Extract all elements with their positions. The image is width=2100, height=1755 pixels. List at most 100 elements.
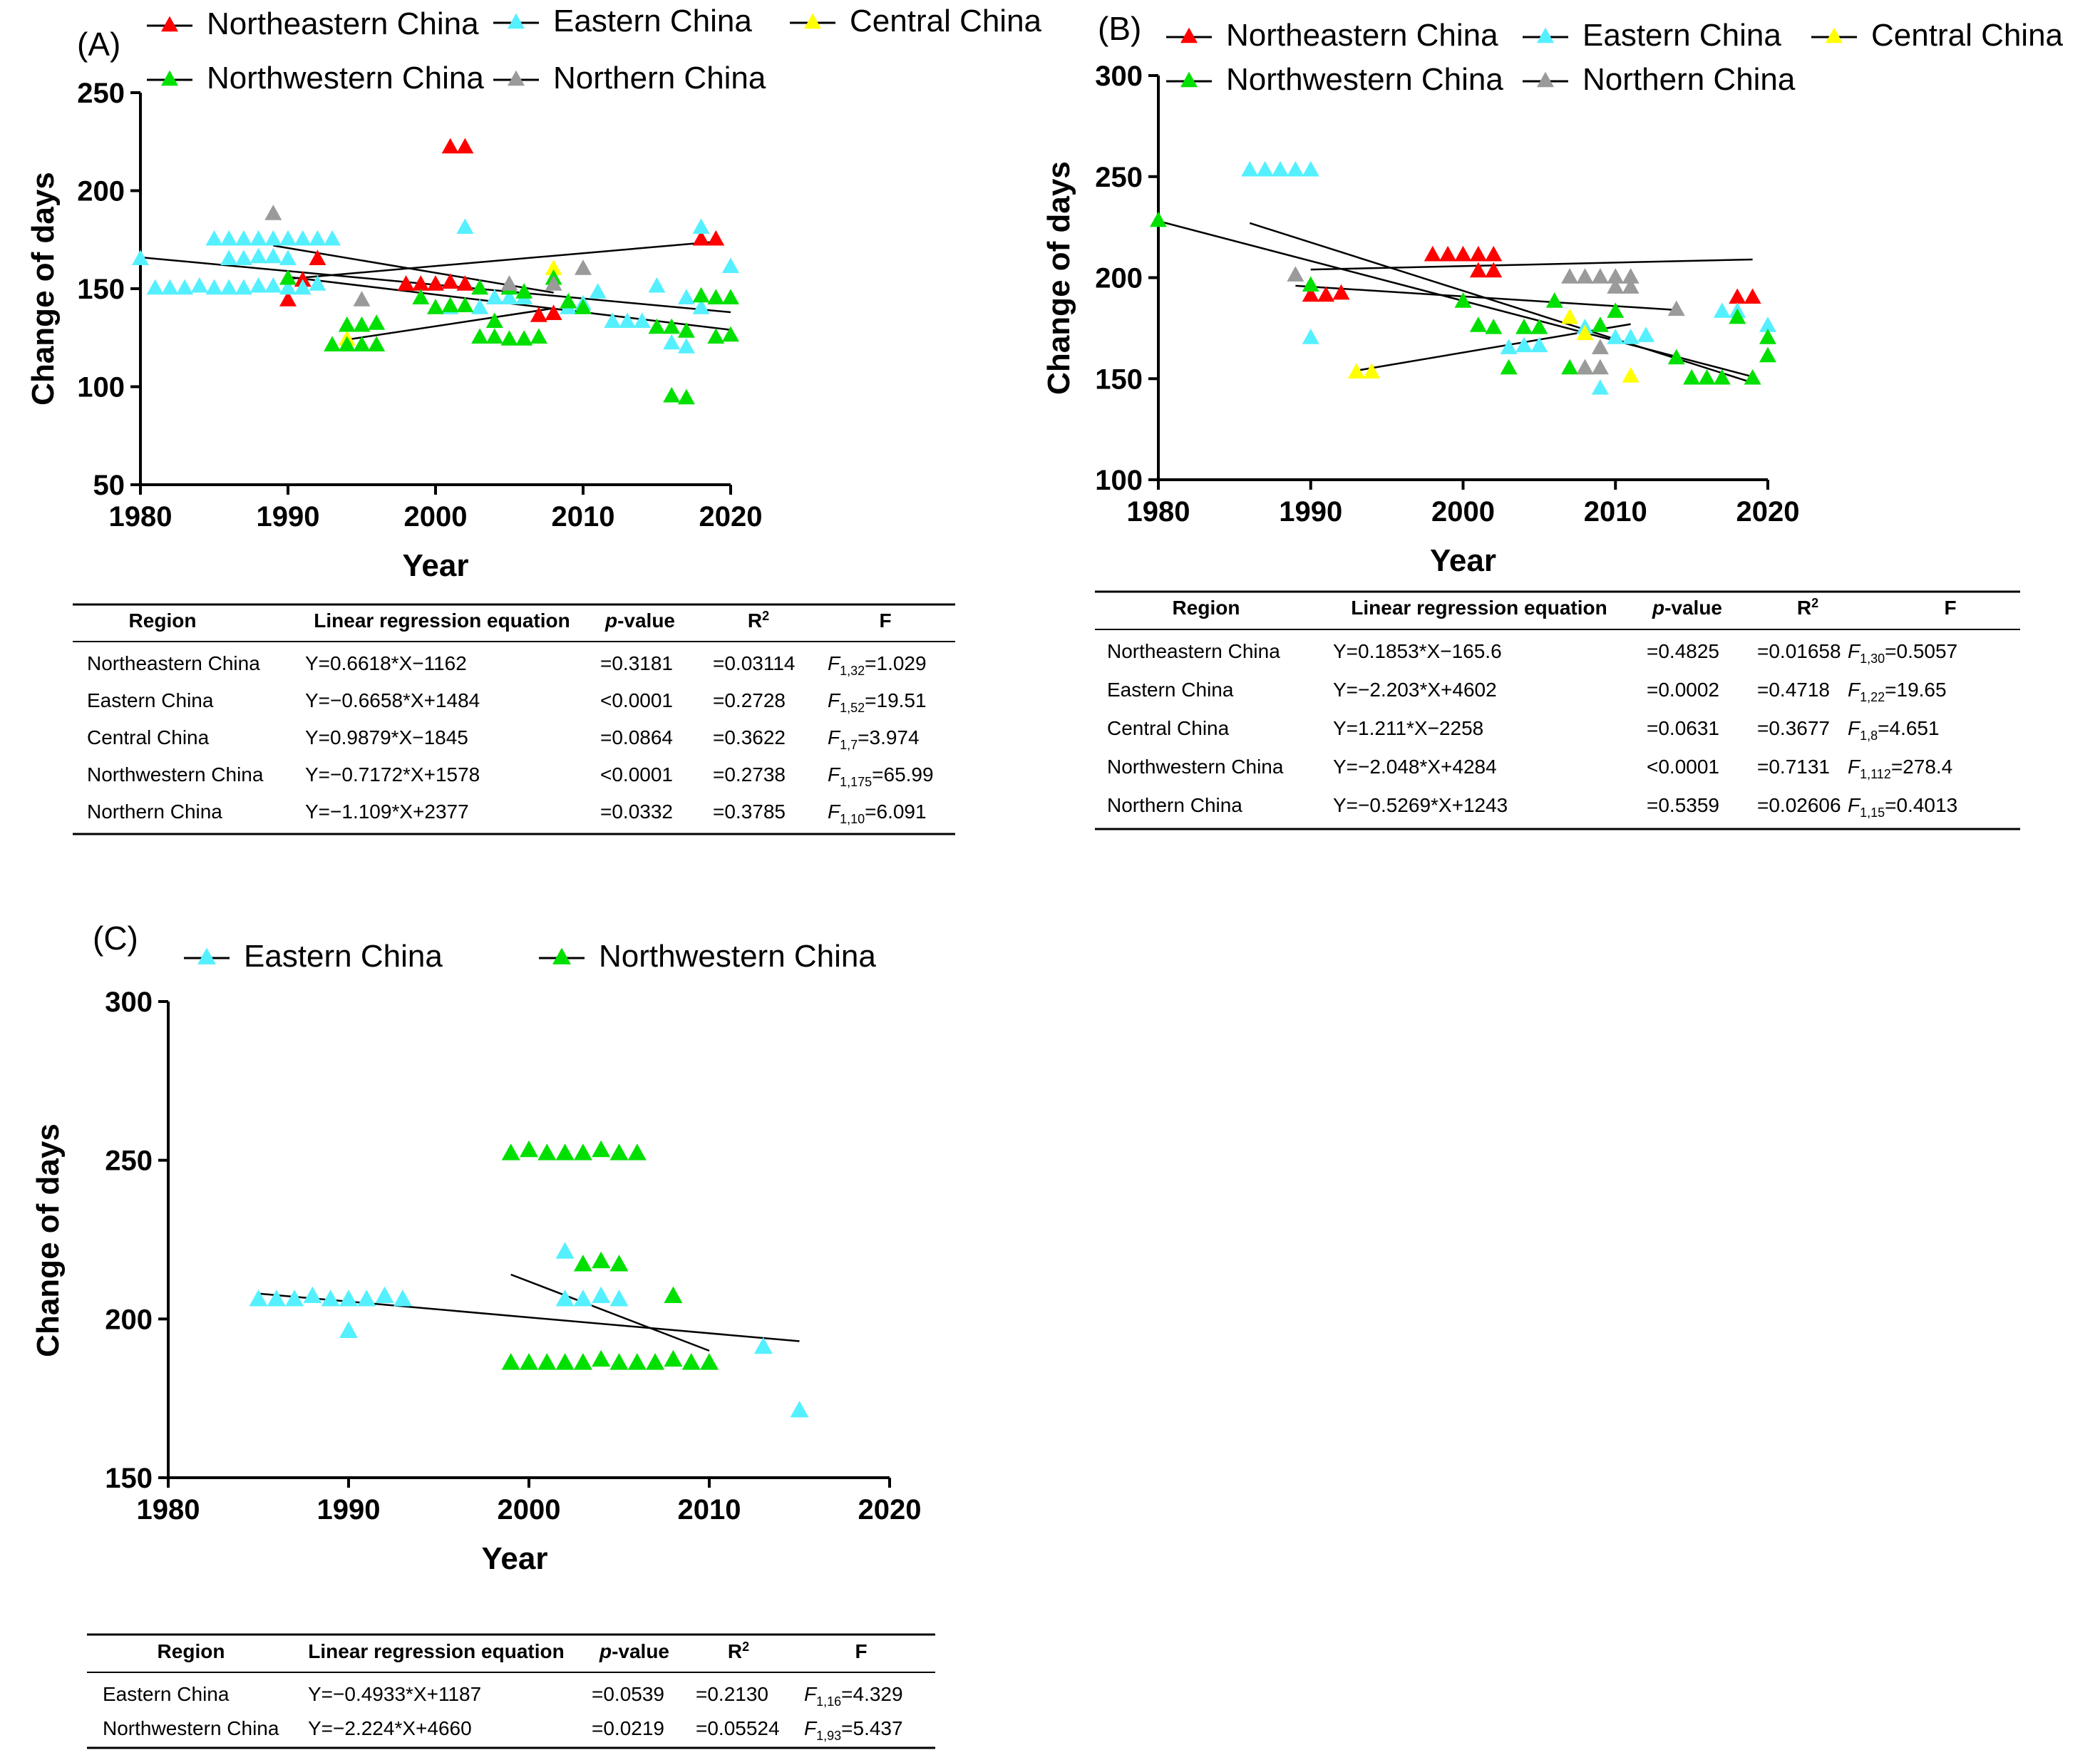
cell-p-value: =0.0864	[600, 726, 673, 748]
data-point	[1469, 245, 1487, 262]
data-point	[471, 328, 489, 344]
x-tick-label: 1990	[317, 1494, 381, 1525]
cell-equation: Y=−0.4933*X+1187	[308, 1683, 481, 1705]
f-subscript: 1,52	[840, 701, 865, 715]
data-point	[619, 312, 637, 328]
table-row: Eastern China Y=−2.203*X+4602 =0.0002 =0.47…	[1107, 679, 1947, 704]
data-point	[1424, 245, 1441, 262]
cell-f: F1,7=3.974	[828, 726, 920, 752]
data-point	[627, 1143, 647, 1160]
x-tick-label: 2020	[1736, 496, 1800, 527]
f-subscript: 1,16	[816, 1694, 841, 1709]
cell-f: F1,30=0.5057	[1848, 640, 1957, 666]
data-point	[1545, 292, 1563, 308]
data-point	[520, 1140, 538, 1158]
legend-marker	[1826, 27, 1843, 43]
cell-region: Eastern China	[1107, 679, 1234, 701]
data-point	[515, 330, 533, 346]
data-point	[205, 230, 223, 246]
cell-r2: =0.01658	[1757, 640, 1841, 662]
data-point	[146, 279, 164, 295]
data-point	[500, 330, 518, 346]
data-point	[1591, 379, 1609, 395]
data-point	[1347, 363, 1365, 379]
data-point	[537, 1353, 557, 1370]
cell-p-value: =0.4825	[1647, 640, 1719, 662]
data-point	[500, 289, 518, 304]
data-point	[1591, 268, 1609, 284]
data-point	[500, 275, 518, 291]
data-point	[1622, 268, 1640, 284]
legend-marker	[1537, 27, 1554, 43]
data-point	[1561, 268, 1579, 284]
data-point	[294, 230, 312, 246]
data-point	[456, 218, 474, 234]
data-point	[677, 322, 695, 338]
data-point	[530, 307, 547, 322]
data-point	[1607, 302, 1625, 318]
regression-line	[1310, 258, 1753, 271]
table-header: Linear regression equation	[1351, 597, 1607, 619]
data-point	[353, 291, 371, 307]
y-tick-label: 50	[93, 470, 125, 501]
table-header: F	[879, 609, 891, 632]
data-point	[1469, 316, 1487, 332]
cell-r2: =0.2130	[696, 1683, 768, 1705]
data-point	[555, 1353, 575, 1370]
cell-r2: =0.03114	[713, 652, 796, 674]
data-point	[220, 230, 238, 246]
y-tick-label: 150	[1095, 364, 1143, 395]
data-point	[375, 1286, 394, 1304]
cell-p-value: =0.5359	[1647, 794, 1719, 816]
data-point	[1256, 160, 1274, 177]
data-point	[485, 289, 503, 304]
data-point	[501, 1143, 520, 1160]
data-point	[441, 273, 459, 289]
data-point	[205, 279, 223, 295]
cell-f: F1,175=65.99	[828, 763, 934, 789]
cell-f: F1,16=4.329	[804, 1683, 903, 1709]
data-point	[1302, 160, 1319, 177]
data-point	[575, 299, 592, 314]
data-point	[1667, 349, 1685, 365]
header-sup: 2	[1811, 596, 1818, 610]
f-subscript: 1,93	[816, 1729, 841, 1743]
data-point	[560, 292, 577, 309]
cell-r2: =0.3622	[713, 726, 786, 748]
table-row: Northwestern China Y=−2.224*X+4660 =0.0219…	[103, 1717, 903, 1743]
cell-r2: =0.4718	[1757, 679, 1830, 701]
data-point	[294, 279, 312, 295]
legend-marker	[161, 16, 178, 32]
cell-p-value: =0.0002	[1647, 679, 1719, 701]
legend-marker	[804, 13, 821, 29]
f-subscript: 1,10	[840, 812, 865, 826]
table-header: p-value	[599, 1640, 669, 1662]
data-point	[324, 336, 341, 351]
regression-table: Region Linear regression equation p-value R…	[73, 603, 955, 835]
y-tick-label: 250	[105, 1146, 153, 1177]
f-subscript: 1,30	[1860, 652, 1885, 666]
data-point	[1561, 359, 1579, 375]
data-point	[1729, 308, 1746, 324]
f-value: =5.437	[841, 1717, 902, 1739]
f-value: =1.029	[865, 652, 926, 674]
data-point	[353, 316, 371, 332]
data-point	[1241, 160, 1259, 177]
data-point	[441, 297, 459, 312]
cell-r2: =0.7131	[1757, 756, 1830, 778]
legend-entry: Eastern China	[244, 939, 443, 974]
data-point	[609, 1290, 629, 1307]
cell-r2: =0.3677	[1757, 717, 1830, 739]
data-point	[357, 1290, 376, 1307]
y-tick-label: 200	[1095, 263, 1143, 294]
f-letter: F	[828, 652, 841, 674]
data-point	[677, 289, 695, 304]
y-tick-label: 300	[105, 987, 153, 1018]
x-tick-label: 1980	[109, 501, 173, 532]
table-row: Northeastern China Y=0.1853*X−165.6 =0.482…	[1107, 640, 1957, 666]
table-header: F	[855, 1640, 867, 1662]
data-point	[235, 230, 252, 246]
data-point	[427, 299, 444, 314]
data-point	[249, 277, 267, 293]
f-value: =0.4013	[1885, 794, 1957, 816]
